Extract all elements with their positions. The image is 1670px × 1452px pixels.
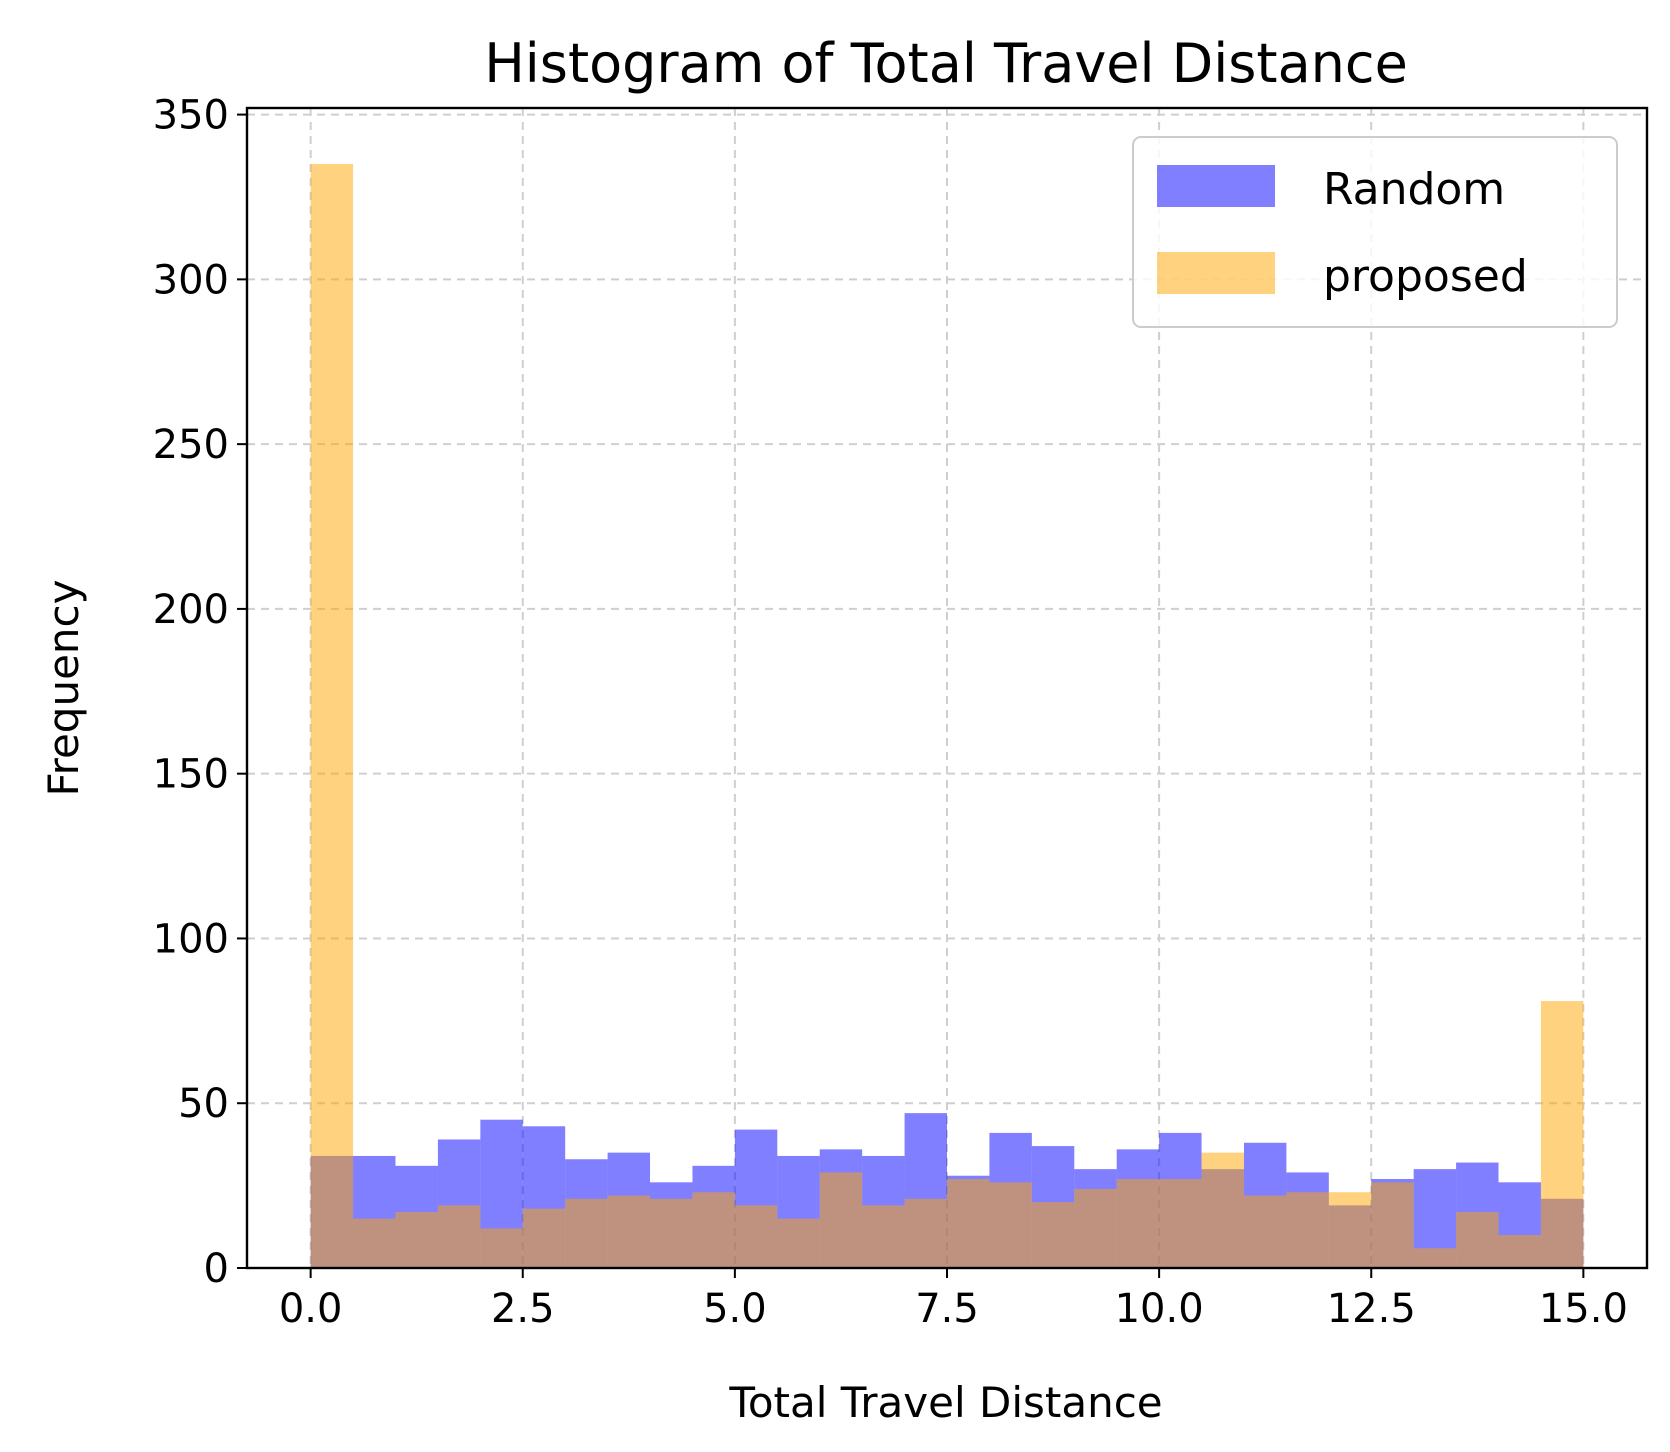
proposed-bar [947,1179,990,1268]
proposed-bar [1328,1192,1372,1268]
proposed-bar [1074,1188,1117,1268]
proposed-bar [862,1205,905,1268]
proposed-bar [353,1218,396,1268]
x-tick-label: 2.5 [491,1286,555,1332]
y-tick-label: 0 [204,1246,229,1292]
x-axis-ticks: 0.0 2.5 5.0 7.5 10.0 12.5 15.0 [279,1268,1628,1332]
proposed-bar [989,1182,1032,1268]
legend: Random proposed [1132,136,1618,328]
proposed-bar [904,1198,947,1268]
x-tick-label: 15.0 [1539,1286,1628,1332]
x-tick-label: 12.5 [1327,1286,1416,1332]
proposed-bar [1031,1202,1075,1268]
chart-title: Histogram of Total Travel Distance [484,32,1408,95]
x-tick-label: 5.0 [703,1286,767,1332]
proposed-bar [734,1205,778,1268]
series-proposed-bars [310,164,1584,1269]
legend-swatch-random [1157,165,1275,207]
proposed-bar [565,1198,608,1268]
proposed-bar [1371,1182,1414,1268]
proposed-bar [650,1198,693,1268]
x-axis-label: Total Travel Distance [728,1378,1162,1427]
y-tick-label: 200 [153,587,229,633]
y-axis-label: Frequency [39,580,88,797]
proposed-bar [1286,1192,1329,1268]
x-tick-label: 0.0 [279,1286,343,1332]
proposed-bar [1116,1179,1160,1268]
x-tick-label: 10.0 [1115,1286,1204,1332]
y-tick-label: 50 [178,1081,229,1127]
y-tick-label: 350 [153,93,229,139]
legend-swatch-proposed [1157,252,1275,294]
proposed-bar [522,1208,566,1268]
y-tick-label: 300 [153,257,229,303]
proposed-bar [692,1192,735,1268]
proposed-bar [480,1228,523,1268]
y-tick-label: 250 [153,422,229,468]
proposed-bar [1243,1195,1287,1268]
proposed-bar [607,1195,651,1268]
proposed-bar [819,1172,863,1268]
proposed-bar [1456,1211,1499,1268]
proposed-bar [395,1211,438,1268]
proposed-bar [437,1205,481,1268]
proposed-bar [1413,1248,1457,1268]
proposed-bar [1540,1001,1584,1268]
x-tick-label: 7.5 [915,1286,979,1332]
y-tick-label: 150 [153,752,229,798]
proposed-bar [310,164,354,1269]
proposed-bar [1159,1179,1202,1268]
legend-label-proposed: proposed [1323,251,1528,302]
y-tick-label: 100 [153,916,229,962]
legend-label-random: Random [1323,164,1505,215]
proposed-bar [777,1218,820,1268]
proposed-bar [1498,1235,1541,1268]
proposed-bar [1201,1152,1244,1268]
y-axis-ticks: 0 50 100 150 200 250 300 350 [153,93,247,1292]
